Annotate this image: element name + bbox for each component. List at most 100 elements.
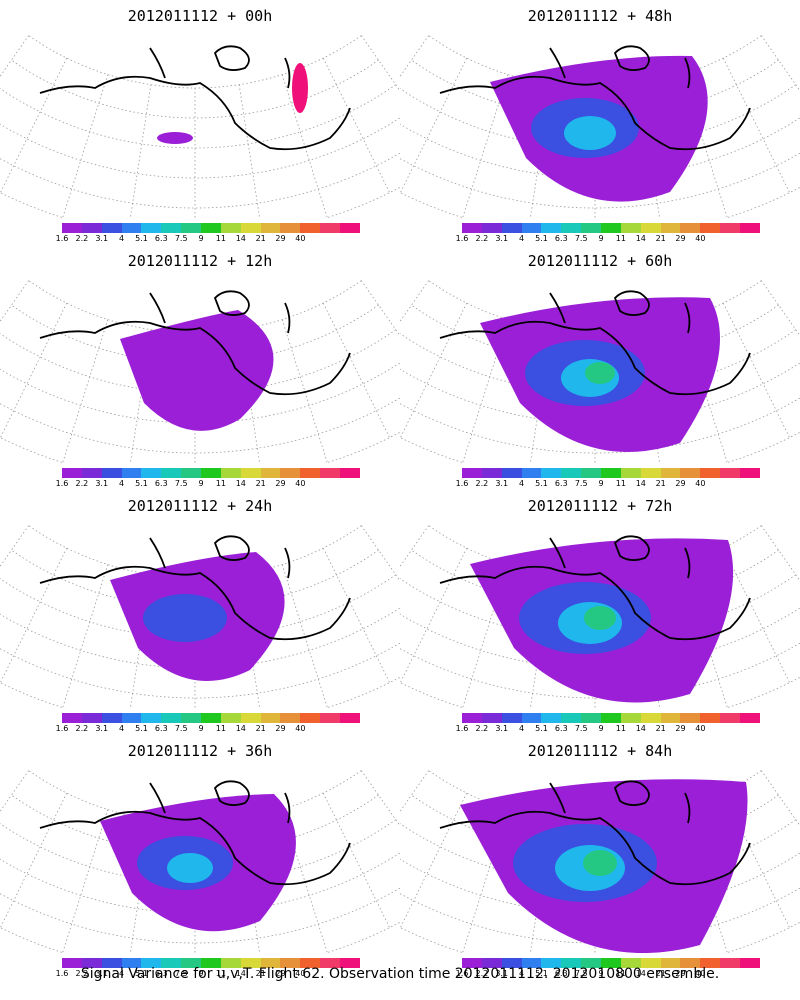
colorbar-swatch <box>700 468 721 478</box>
meridian-line <box>400 302 468 438</box>
colorbar-tick-label: 2.2 <box>475 479 489 488</box>
colorbar-swatch <box>740 958 760 968</box>
polar-map <box>400 35 800 218</box>
colorbar-tick-label: 9 <box>598 724 604 733</box>
meridian-line <box>62 564 109 708</box>
colorbar-tick-label: 29 <box>275 479 286 488</box>
meridian-line <box>0 35 29 78</box>
colorbar-tick-label: 11 <box>615 234 626 243</box>
colorbar-tick-label: 7.5 <box>574 969 588 978</box>
colorbar-tick-label: 7.5 <box>174 969 188 978</box>
latitude-circle <box>400 574 796 639</box>
colorbar-tick-label: 5.1 <box>135 969 148 978</box>
variance-field <box>110 552 285 681</box>
colorbar-swatch <box>260 223 281 233</box>
colorbar-labels: 1.6 2.2 3.1 4 5.1 6.3 7.5 9 11 14 21 29 40 <box>456 479 760 491</box>
colorbar-swatch <box>581 468 602 478</box>
colorbar-tick-label: 5.1 <box>535 234 548 243</box>
panel-title: 2012011112 + 00h <box>127 7 273 25</box>
colorbar-swatch <box>501 223 522 233</box>
colorbar-swatch <box>141 223 162 233</box>
meridian-line <box>0 792 68 928</box>
colorbar-swatch <box>601 713 621 723</box>
meridian-line <box>0 547 68 683</box>
colorbar-tick-label: 6.3 <box>554 969 568 978</box>
colorbar-labels: 1.6 2.2 3.1 4 5.1 6.3 7.5 9 11 14 21 29 40 <box>56 724 360 736</box>
colorbar-swatch <box>220 958 241 968</box>
colorbar-tick-label: 40 <box>295 479 306 488</box>
colorbar-swatch <box>340 713 360 723</box>
figure-caption: Signal Variance for u,v,T. Flight 62. Ob… <box>80 966 720 982</box>
meridian-line <box>62 74 109 218</box>
colorbar-tick-label: 3.1 <box>495 479 509 488</box>
colorbar-swatch <box>720 713 741 723</box>
colorbar-swatch <box>561 958 582 968</box>
meridian-line <box>722 57 790 193</box>
colorbar-tick-label: 21 <box>255 479 266 488</box>
colorbar-tick-label: 2.2 <box>75 479 89 488</box>
colorbar-swatch <box>62 958 82 968</box>
coastline <box>439 780 751 886</box>
polar-map <box>400 525 800 708</box>
colorbar-tick-label: 1.6 <box>55 479 69 488</box>
colorbar-swatch <box>320 958 341 968</box>
latitude-circle <box>400 397 800 454</box>
colorbar-swatch <box>121 223 142 233</box>
colorbar-swatch <box>141 958 162 968</box>
colorbar-swatch <box>521 958 542 968</box>
colorbar <box>62 958 360 968</box>
colorbar-tick-label: 1.6 <box>55 969 69 978</box>
meridian-line <box>400 525 429 568</box>
variance-region <box>143 594 227 642</box>
colorbar-swatch <box>201 713 221 723</box>
colorbar-tick-label: 3.1 <box>95 479 109 488</box>
colorbar-tick-label: 3.1 <box>495 969 509 978</box>
variance-patch <box>292 63 308 113</box>
colorbar-tick-label: 9 <box>198 479 204 488</box>
colorbar-swatch <box>101 223 122 233</box>
colorbar-swatch <box>141 468 162 478</box>
colorbar-swatch <box>462 713 482 723</box>
colorbar-tick-label: 14 <box>635 969 646 978</box>
latitude-circle <box>400 819 796 884</box>
meridian-line <box>281 564 328 708</box>
colorbar-tick-label: 6.3 <box>154 479 168 488</box>
colorbar-tick-label: 11 <box>615 969 626 978</box>
colorbar-swatch <box>462 223 482 233</box>
polar-map <box>400 770 800 953</box>
colorbar-swatch <box>220 713 241 723</box>
colorbar-swatch <box>581 223 602 233</box>
variance-region <box>584 606 616 630</box>
colorbar-tick-label: 6.3 <box>154 724 168 733</box>
colorbar-swatch <box>220 223 241 233</box>
colorbar-tick-label: 2.2 <box>75 969 89 978</box>
meridian-line <box>761 35 800 92</box>
colorbar-swatch <box>181 713 202 723</box>
colorbar-swatch <box>300 468 321 478</box>
forecast-panel: 2012011112 + 36h 1.6 2.2 3.1 4 5.1 6.3 7.5 9 11 14… <box>0 735 400 980</box>
colorbar-tick-label: 4 <box>519 479 525 488</box>
colorbar-tick-label: 11 <box>615 479 626 488</box>
colorbar-swatch <box>660 713 681 723</box>
colorbar-tick-label: 9 <box>198 969 204 978</box>
colorbar-swatch <box>541 958 562 968</box>
colorbar-swatch <box>81 958 102 968</box>
colorbar-labels: 1.6 2.2 3.1 4 5.1 6.3 7.5 9 11 14 21 29 40 <box>456 234 760 246</box>
graticule <box>0 525 400 708</box>
meridian-line <box>62 809 109 953</box>
panel-title: 2012011112 + 48h <box>527 7 673 25</box>
colorbar-swatch <box>62 468 82 478</box>
variance-field <box>470 538 734 703</box>
coastline <box>439 290 751 396</box>
colorbar-swatch <box>201 223 221 233</box>
latitude-circle <box>0 84 396 149</box>
meridian-line <box>361 35 400 92</box>
latitude-circle <box>0 887 400 944</box>
colorbar-tick-label: 4 <box>519 969 525 978</box>
colorbar-swatch <box>601 468 621 478</box>
colorbar-tick-label: 21 <box>655 969 666 978</box>
meridian-line <box>322 302 390 438</box>
colorbar-swatch <box>201 468 221 478</box>
colorbar-swatch <box>280 713 301 723</box>
colorbar-swatch <box>700 713 721 723</box>
